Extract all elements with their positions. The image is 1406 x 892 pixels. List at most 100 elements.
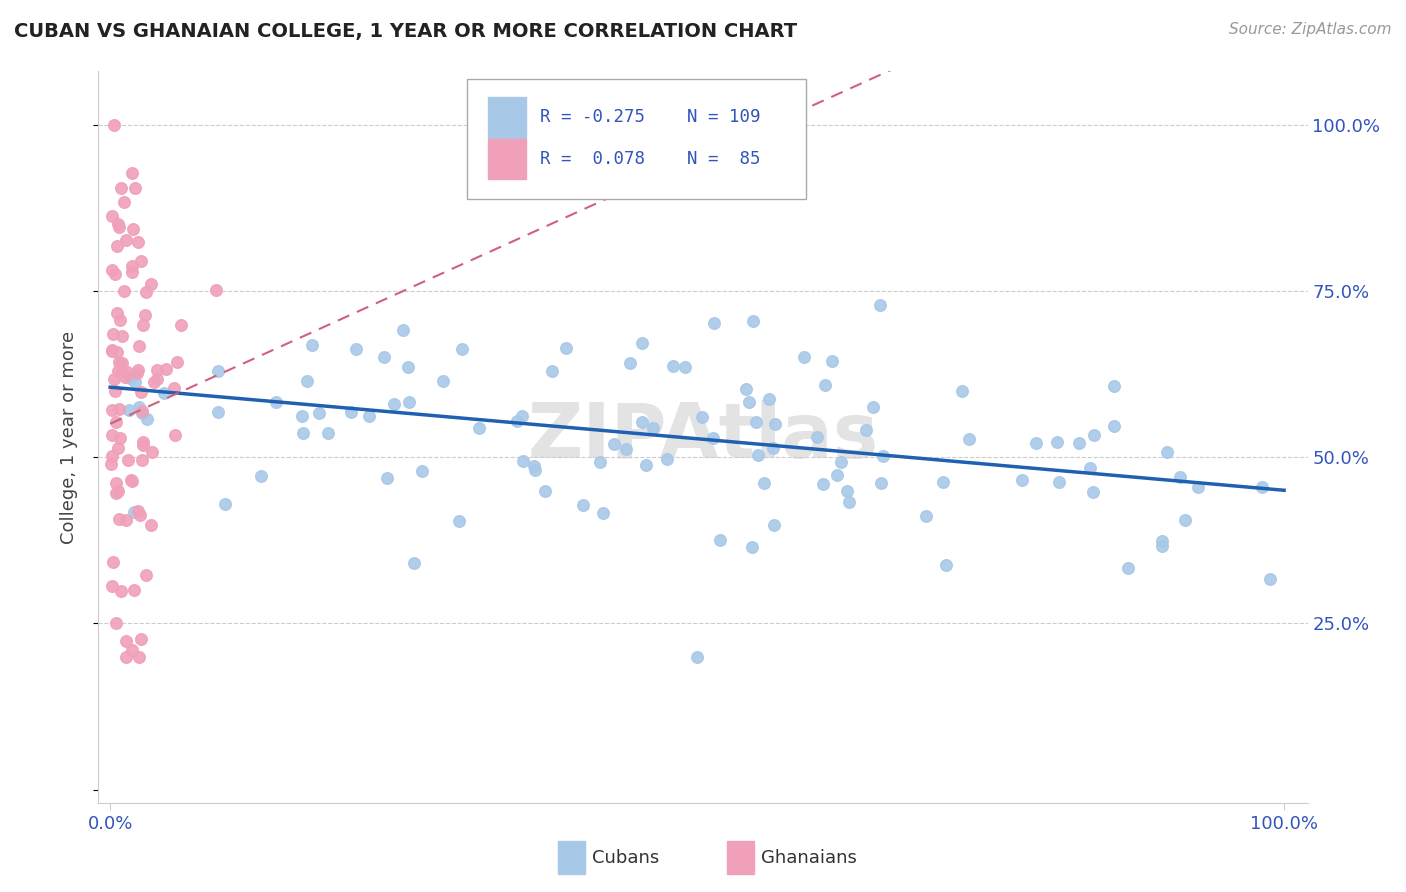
Point <box>915 508 938 523</box>
Point <box>308 406 330 420</box>
Point <box>741 540 763 554</box>
Point <box>124 181 146 195</box>
Point <box>107 355 129 369</box>
Point <box>214 498 236 512</box>
Point <box>734 382 756 396</box>
Point <box>821 353 844 368</box>
Point <box>449 514 471 528</box>
Point <box>505 414 527 428</box>
Point <box>128 401 150 415</box>
Point <box>404 556 426 570</box>
Point <box>121 642 143 657</box>
Point <box>105 344 128 359</box>
Point <box>105 239 128 253</box>
Point <box>155 361 177 376</box>
Point <box>105 306 128 320</box>
Point <box>100 428 122 442</box>
Point <box>1046 434 1069 449</box>
Point <box>153 386 176 401</box>
Point <box>932 475 955 489</box>
Point <box>107 512 129 526</box>
Point <box>112 195 135 210</box>
Point <box>112 284 135 298</box>
Point <box>132 318 155 332</box>
Point <box>872 449 894 463</box>
Point <box>121 166 143 180</box>
Point <box>104 384 127 399</box>
Point <box>382 396 405 410</box>
Point <box>107 218 129 232</box>
Point <box>290 409 312 424</box>
Point <box>375 471 398 485</box>
Point <box>104 267 127 281</box>
Point <box>1078 461 1101 475</box>
Point <box>825 467 848 482</box>
Point <box>1150 533 1173 548</box>
Point <box>105 616 128 631</box>
Text: Source: ZipAtlas.com: Source: ZipAtlas.com <box>1229 22 1392 37</box>
Point <box>450 343 472 357</box>
Point <box>744 416 766 430</box>
Point <box>170 318 193 332</box>
Point <box>207 405 229 419</box>
Point <box>862 400 884 414</box>
Point <box>468 420 491 434</box>
Point <box>762 441 785 455</box>
Point <box>124 375 146 389</box>
Bar <box>558 841 585 874</box>
Point <box>534 484 557 499</box>
Point <box>108 313 131 327</box>
Point <box>752 476 775 491</box>
Point <box>835 484 858 499</box>
Point <box>122 504 145 518</box>
Point <box>107 402 129 417</box>
Point <box>141 518 163 533</box>
FancyBboxPatch shape <box>467 78 806 200</box>
Point <box>165 428 187 442</box>
Point <box>121 265 143 279</box>
Point <box>703 316 725 330</box>
Point <box>131 453 153 467</box>
Text: Ghanaians: Ghanaians <box>761 848 856 867</box>
Point <box>1258 573 1281 587</box>
Point <box>114 649 136 664</box>
Bar <box>488 97 526 137</box>
Text: CUBAN VS GHANAIAN COLLEGE, 1 YEAR OR MORE CORRELATION CHART: CUBAN VS GHANAIAN COLLEGE, 1 YEAR OR MOR… <box>14 22 797 41</box>
Point <box>1104 418 1126 433</box>
Point <box>115 234 138 248</box>
Point <box>121 474 143 488</box>
Point <box>131 404 153 418</box>
Point <box>118 403 141 417</box>
Point <box>162 381 184 395</box>
Point <box>111 364 134 378</box>
Point <box>132 434 155 449</box>
Point <box>295 374 318 388</box>
Point <box>135 568 157 582</box>
Point <box>619 356 641 370</box>
Point <box>1251 479 1274 493</box>
Point <box>541 364 564 378</box>
Point <box>344 342 367 356</box>
Point <box>128 649 150 664</box>
Point <box>104 415 127 429</box>
Point <box>636 458 658 472</box>
Point <box>838 495 860 509</box>
Point <box>122 582 145 597</box>
Point <box>1049 475 1071 489</box>
Point <box>127 363 149 377</box>
Point <box>101 402 124 417</box>
Point <box>129 508 152 522</box>
Point <box>141 277 163 291</box>
Point <box>250 468 273 483</box>
Point <box>111 357 134 371</box>
Point <box>935 558 957 572</box>
Point <box>643 421 665 435</box>
Point <box>1116 560 1139 574</box>
Point <box>1025 435 1047 450</box>
Point <box>101 209 124 223</box>
Text: R = -0.275    N = 109: R = -0.275 N = 109 <box>540 109 761 127</box>
Point <box>117 452 139 467</box>
Point <box>132 437 155 451</box>
Point <box>793 351 815 365</box>
Point <box>122 221 145 235</box>
